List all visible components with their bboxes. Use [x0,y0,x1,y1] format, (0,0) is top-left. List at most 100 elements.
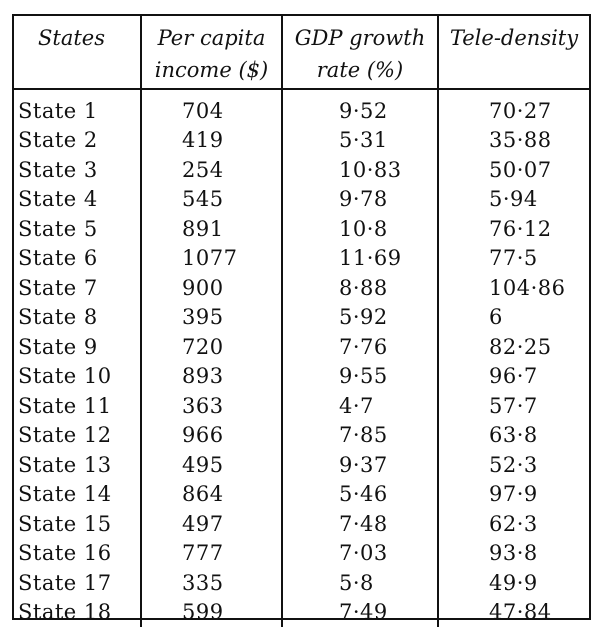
income-cell: 599 [141,597,283,627]
income-cell: 497 [141,509,283,539]
gdp-growth-cell: 7·03 [282,538,439,568]
tele-density-cell: 6 [489,305,503,330]
state-cell: State 14 [14,479,142,509]
tele-density-cell: 5·94 [489,187,538,212]
table-row: State 10 893 9·55 96·7 [14,361,589,391]
tele-density-cell: 97·9 [489,482,538,507]
tele-density-cell: 57·7 [489,393,538,418]
tele-density-cell: 82·25 [489,334,552,359]
state-cell: State 10 [14,361,142,391]
state-cell: State 8 [14,302,142,332]
table-row: State 7 900 8·88 104·86 [14,273,589,303]
state-cell: State 11 [14,391,142,421]
gdp-growth-cell: 5·92 [282,302,439,332]
state-cell: State 13 [14,450,142,480]
table-row: State 15 497 7·48 62·3 [14,509,589,539]
header-tele-label: Tele-density [449,26,579,50]
header-gdp-growth-rate: GDP growth rate (%) [282,16,439,90]
table-row: State 2 419 5·31 35·88 [14,125,589,155]
table-row: State 9 720 7·76 82·25 [14,332,589,362]
table-row: State 13 495 9·37 52·3 [14,450,589,480]
gdp-growth-cell: 4·7 [282,391,439,421]
state-cell: State 18 [14,597,142,627]
gdp-growth-cell: 5·31 [282,125,439,155]
gdp-growth-cell: 10·8 [282,214,439,244]
gdp-growth-cell: 10·83 [282,155,439,185]
table-row: State 3 254 10·83 50·07 [14,155,589,185]
state-cell: State 3 [14,155,142,185]
income-cell: 395 [141,302,283,332]
gdp-growth-cell: 9·37 [282,450,439,480]
gdp-growth-cell: 9·55 [282,361,439,391]
state-cell: State 9 [14,332,142,362]
table-row: State 8 395 5·92 6 [14,302,589,332]
tele-density-cell: 50·07 [489,157,552,182]
gdp-growth-cell: 7·76 [282,332,439,362]
table-row: State 4 545 9·78 5·94 [14,184,589,214]
header-gdp-line1: GDP growth [294,26,426,50]
tele-density-cell: 49·9 [489,570,538,595]
gdp-growth-cell: 11·69 [282,243,439,273]
income-cell: 254 [141,155,283,185]
state-cell: State 16 [14,538,142,568]
state-cell: State 17 [14,568,142,598]
table-row: State 5 891 10·8 76·12 [14,214,589,244]
gdp-growth-cell: 7·49 [282,597,439,627]
table-row: State 17 335 5·8 49·9 [14,568,589,598]
header-states-label: States [38,26,105,50]
gdp-growth-cell: 9·52 [282,89,439,126]
tele-density-cell: 63·8 [489,423,538,448]
income-cell: 363 [141,391,283,421]
table-header-row: States Per capita income ($) GDP growth … [14,16,589,90]
tele-density-cell: 104·86 [489,275,566,300]
tele-density-cell: 76·12 [489,216,552,241]
state-cell: State 4 [14,184,142,214]
header-income-line2: income ($) [154,58,269,82]
income-cell: 495 [141,450,283,480]
state-cell: State 2 [14,125,142,155]
income-cell: 966 [141,420,283,450]
table-body: State 1 704 9·52 70·27 State 2 419 5·31 35·88 St… [14,89,589,627]
tele-density-cell: 35·88 [489,128,552,153]
data-table-container: States Per capita income ($) GDP growth … [12,14,591,627]
state-cell: State 12 [14,420,142,450]
gdp-growth-cell: 7·85 [282,420,439,450]
income-cell: 900 [141,273,283,303]
table-row: State 1 704 9·52 70·27 [14,89,589,126]
tele-density-cell: 93·8 [489,541,538,566]
income-cell: 704 [141,89,283,126]
gdp-growth-cell: 7·48 [282,509,439,539]
table-row: State 14 864 5·46 97·9 [14,479,589,509]
income-cell: 893 [141,361,283,391]
tele-density-cell: 47·84 [489,600,552,625]
table-row: State 6 1077 11·69 77·5 [14,243,589,273]
income-cell: 419 [141,125,283,155]
tele-density-cell: 96·7 [489,364,538,389]
income-cell: 335 [141,568,283,598]
states-data-table: States Per capita income ($) GDP growth … [14,16,589,627]
gdp-growth-cell: 5·46 [282,479,439,509]
tele-density-cell: 62·3 [489,511,538,536]
tele-density-cell: 70·27 [489,98,552,123]
state-cell: State 7 [14,273,142,303]
tele-density-cell: 77·5 [489,246,538,271]
header-per-capita-income: Per capita income ($) [141,16,283,90]
table-row: State 11 363 4·7 57·7 [14,391,589,421]
income-cell: 1077 [141,243,283,273]
table-row: State 16 777 7·03 93·8 [14,538,589,568]
income-cell: 891 [141,214,283,244]
income-cell: 720 [141,332,283,362]
gdp-growth-cell: 5·8 [282,568,439,598]
income-cell: 864 [141,479,283,509]
income-cell: 545 [141,184,283,214]
state-cell: State 5 [14,214,142,244]
state-cell: State 15 [14,509,142,539]
gdp-growth-cell: 9·78 [282,184,439,214]
state-cell: State 6 [14,243,142,273]
header-gdp-line2: rate (%) [316,58,404,82]
gdp-growth-cell: 8·88 [282,273,439,303]
table-row: State 12 966 7·85 63·8 [14,420,589,450]
header-states: States [14,16,142,90]
table-row: State 18 599 7·49 47·84 [14,597,589,627]
header-tele-density: Tele-density [438,16,589,90]
